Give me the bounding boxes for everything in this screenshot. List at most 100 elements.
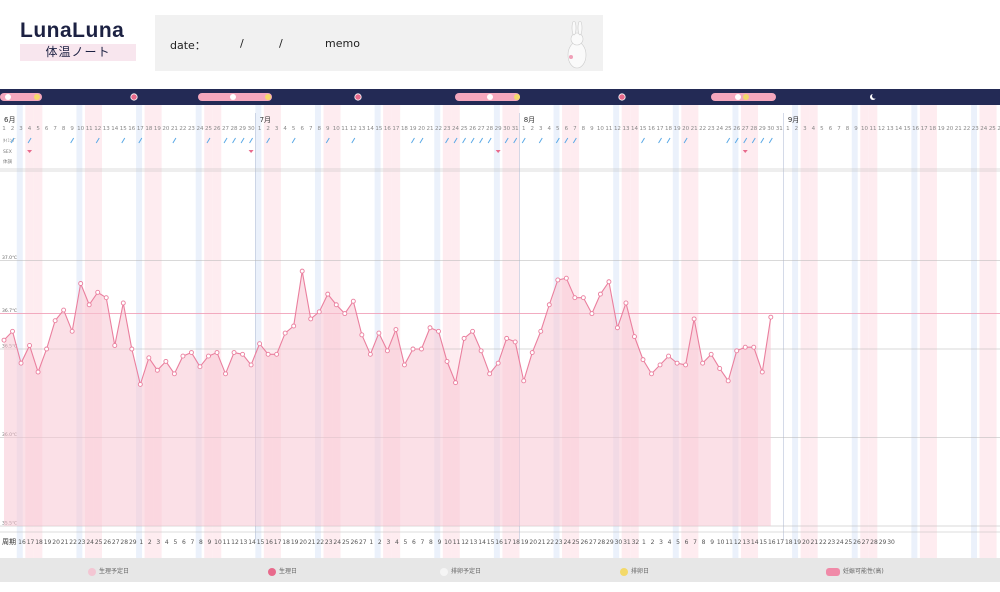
date-number: 10 [597, 126, 604, 132]
cycle-day-number: 20 [299, 539, 307, 546]
timing-mark [521, 137, 526, 144]
weekend-stripe [510, 104, 520, 558]
legend-item: 排卵予定日 [440, 566, 481, 576]
temperature-point [367, 351, 373, 357]
cycle-day-number: 23 [78, 539, 86, 546]
legend-swatch [620, 567, 628, 576]
date-number: 9 [70, 126, 74, 132]
weekday-stripe [911, 104, 918, 558]
date-number: 27 [222, 126, 229, 132]
cycle-day-number: 28 [870, 539, 878, 546]
temperature-point [461, 335, 467, 341]
row-label-timing: ﾀｲﾐﾝｸﾞ [3, 137, 17, 144]
temperature-point [154, 367, 160, 373]
weekend-stripe [800, 104, 810, 558]
temperature-point [640, 357, 646, 363]
cycle-day-number: 4 [668, 539, 672, 546]
cycle-day-number: 15 [759, 539, 767, 546]
weekday-stripe [136, 104, 143, 558]
fertile-period-bar [0, 93, 42, 101]
timing-mark [10, 137, 15, 144]
weekend-stripe [272, 104, 281, 558]
temperature-point [342, 311, 348, 317]
date-memo-box[interactable]: date： / / memo [155, 15, 603, 71]
cycle-day-number: 22 [69, 539, 77, 546]
cycle-day-number: 18 [512, 539, 520, 546]
temperature-area [4, 271, 771, 526]
weekend-stripe [451, 104, 460, 558]
date-number: 30 [767, 126, 774, 132]
date-number: 18 [929, 126, 936, 132]
logo-text: LunaLuna [20, 19, 125, 42]
temperature-point [18, 360, 24, 366]
cycle-day-number: 19 [521, 539, 529, 546]
date-number: 20 [946, 126, 953, 132]
cycle-day-number: 9 [438, 539, 442, 546]
weekday-stripe [971, 104, 977, 558]
timing-mark [266, 137, 271, 144]
cycle-day-number: 18 [282, 539, 290, 546]
date-number: 1 [2, 126, 6, 132]
date-number: 28 [750, 126, 757, 132]
cycle-day-number: 20 [802, 539, 810, 546]
temperature-point [478, 348, 484, 354]
timing-mark [564, 137, 569, 144]
date-number: 21 [955, 126, 962, 132]
date-number: 10 [861, 126, 868, 132]
weekday-stripe [195, 104, 202, 558]
temperature-point [231, 350, 237, 355]
date-number: 8 [582, 126, 586, 132]
temperature-point [555, 277, 561, 283]
timing-mark [470, 137, 475, 144]
temperature-point [708, 351, 714, 357]
date-number: 1 [522, 126, 526, 132]
temperature-point [580, 295, 586, 301]
cycle-day-number: 8 [702, 539, 706, 546]
temperature-point [563, 275, 569, 281]
date-number: 7 [837, 126, 841, 132]
cycle-day-number: 3 [386, 539, 390, 546]
timing-mark [666, 137, 671, 144]
weekend-stripe [263, 104, 273, 558]
date-number: 20 [162, 126, 169, 132]
weekday-stripe [16, 104, 23, 558]
temperature-point [61, 307, 67, 313]
date-number: 26 [997, 126, 1000, 132]
cycle-day-number: 17 [27, 539, 35, 546]
temperature-point [69, 328, 75, 334]
date-number: 18 [665, 126, 672, 132]
cycle-day-number: 26 [350, 539, 358, 546]
date-number: 13 [358, 126, 365, 132]
app-logo: LunaLuna 体温ノート [20, 20, 136, 64]
date-number: 9 [854, 126, 858, 132]
temperature-point [274, 351, 280, 357]
timing-mark [291, 137, 296, 144]
cycle-day-number: 25 [95, 539, 103, 546]
weekend-stripe [212, 104, 222, 558]
date-number: 19 [154, 126, 161, 132]
chart-legend: 生理予定日 生理日 排卵予定日 排卵日 妊娠可能性(高) [0, 558, 1000, 582]
period-marker [354, 93, 362, 101]
date-number: 6 [829, 126, 833, 132]
date-number: 25 [989, 126, 996, 132]
cycle-day-number: 3 [659, 539, 663, 546]
temperature-point [597, 291, 603, 297]
cycle-day-number: 2 [148, 539, 152, 546]
date-number: 4 [28, 126, 32, 132]
date-number: 19 [674, 126, 681, 132]
timing-mark [751, 137, 756, 144]
date-number: 7 [573, 126, 577, 132]
cycle-day-number: 7 [421, 539, 425, 546]
temperature-point [410, 346, 416, 352]
legend-item: 生理日 [268, 566, 297, 576]
temperature-point [623, 300, 629, 306]
date-number: 23 [188, 126, 195, 132]
date-number: 18 [401, 126, 408, 132]
temperature-point [444, 358, 450, 364]
timing-mark [121, 137, 126, 144]
month-label: 7月 [260, 116, 271, 124]
cycle-day-number: 24 [86, 539, 94, 546]
temperature-point [376, 330, 382, 336]
timing-mark [325, 137, 330, 144]
legend-label: 妊娠可能性(高) [843, 568, 884, 575]
